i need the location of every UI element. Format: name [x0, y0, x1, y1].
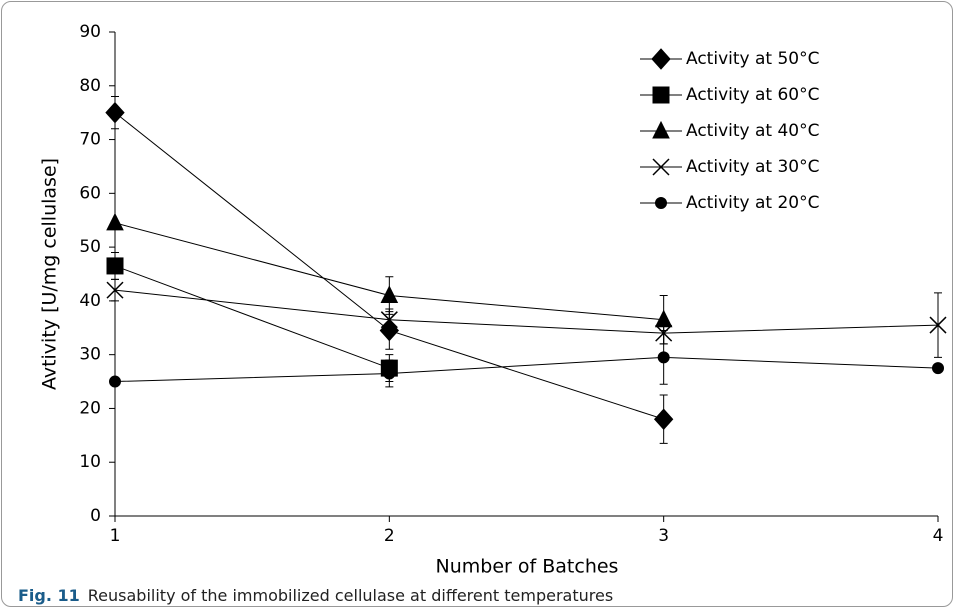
y-tick-label: 40 — [79, 291, 101, 311]
caption-text: Reusability of the immobilized cellulase… — [87, 586, 614, 605]
x-tick-label: 4 — [933, 526, 944, 546]
marker — [106, 281, 124, 299]
legend-marker — [652, 120, 670, 139]
legend-marker — [651, 48, 671, 70]
series-line — [114, 289, 939, 334]
y-tick-label: 0 — [90, 506, 101, 526]
marker — [653, 408, 674, 430]
marker — [657, 351, 670, 364]
marker — [932, 362, 944, 375]
y-tick-label: 90 — [79, 22, 101, 42]
marker — [105, 101, 125, 124]
marker — [380, 311, 398, 329]
y-tick-label: 30 — [79, 345, 101, 365]
x-tick-label: 1 — [110, 526, 121, 546]
legend-marker — [652, 86, 670, 104]
y-axis-label: Avtivity [U/mg cellulase] — [39, 158, 61, 390]
x-tick-label: 3 — [658, 526, 669, 546]
series-line — [114, 265, 390, 369]
marker — [109, 375, 121, 388]
marker — [929, 316, 947, 334]
legend-label: Activity at 50°C — [686, 49, 819, 69]
legend-label: Activity at 20°C — [686, 193, 819, 213]
legend-marker — [652, 158, 670, 176]
y-tick-label: 50 — [79, 237, 101, 257]
y-tick-label: 60 — [79, 183, 101, 203]
legend-label: Activity at 30°C — [686, 157, 819, 177]
y-tick-label: 80 — [79, 76, 101, 96]
legend-label: Activity at 60°C — [686, 85, 819, 105]
marker — [106, 212, 124, 231]
x-axis-label: Number of Batches — [436, 556, 619, 578]
y-tick-label: 20 — [79, 398, 101, 418]
caption: Fig. 11 Reusability of the immobilized ce… — [18, 586, 613, 605]
y-tick-label: 70 — [79, 130, 101, 150]
marker — [380, 285, 399, 304]
x-tick-label: 2 — [384, 526, 395, 546]
series-line — [114, 356, 939, 383]
marker — [106, 257, 124, 275]
y-tick-label: 10 — [79, 452, 101, 472]
marker — [383, 367, 396, 380]
caption-label: Fig. 11 — [18, 586, 80, 605]
chart: Number of Batches Avtivity [U/mg cellula… — [39, 22, 947, 578]
legend-marker — [655, 197, 667, 209]
legend-label: Activity at 40°C — [686, 121, 819, 141]
